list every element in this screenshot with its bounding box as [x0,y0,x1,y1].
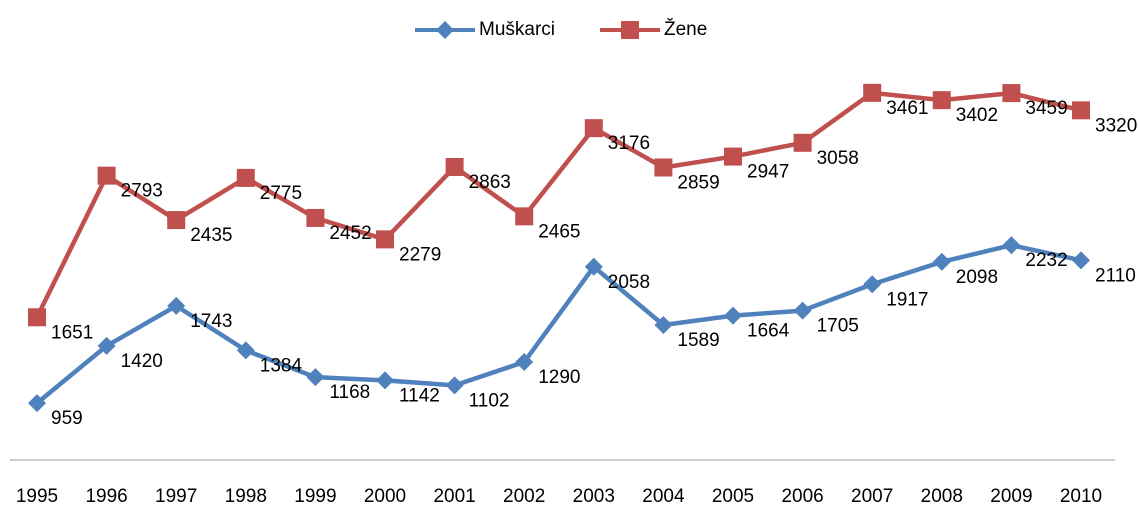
data-label: 2452 [329,223,371,244]
x-tick-label: 2005 [712,486,754,507]
data-label: 2775 [260,183,302,204]
data-label: 3402 [956,105,998,126]
x-tick-label: 1996 [85,486,127,507]
data-point [236,168,255,187]
data-point [167,296,186,315]
data-label: 1384 [260,355,303,376]
data-label: 1651 [51,322,93,343]
series-line [35,242,1082,405]
data-label: 1420 [121,351,163,372]
x-tick-label: 2009 [990,486,1032,507]
data-point [932,91,951,110]
data-label: 2435 [190,225,232,246]
data-point [515,207,534,226]
legend-marker [436,21,454,39]
data-label: 2279 [399,244,441,265]
x-tick-label: 2008 [921,486,963,507]
data-label: 2793 [121,181,163,202]
data-point [97,336,116,355]
data-point [793,301,812,320]
data-point [654,158,673,177]
x-tick-label: 2001 [433,486,475,507]
data-point [306,368,325,387]
legend-label: Žene [664,18,707,40]
data-point [1072,251,1090,270]
series-line [34,90,1082,319]
data-point [863,83,882,102]
data-point [445,376,464,395]
data-point [1002,84,1021,103]
data-label: 2058 [608,272,650,293]
data-point [167,211,186,230]
x-tick-label: 2004 [642,486,685,507]
x-tick-label: 2007 [851,486,893,507]
data-point [376,371,394,390]
x-tick-label: 1995 [16,486,58,507]
data-label: 959 [51,408,83,429]
x-tick-label: 1997 [155,486,197,507]
x-tick-label: 2000 [364,486,406,507]
legend-marker [621,21,639,39]
x-tick-label: 2010 [1060,486,1102,507]
data-label: 2947 [747,162,789,183]
data-label: 2863 [469,172,511,193]
legend-label: Muškarci [479,19,555,40]
data-point [236,341,255,360]
data-label: 2232 [1025,250,1067,271]
data-point [793,133,812,152]
data-point [932,252,951,271]
data-label: 1102 [469,390,510,411]
data-label: 3320 [1095,115,1137,136]
data-point [28,308,46,327]
x-tick-label: 2002 [503,486,545,507]
data-label: 1589 [677,330,719,351]
data-label: 1290 [538,367,580,388]
data-label: 3176 [608,133,650,154]
data-label: 1917 [886,289,928,310]
data-point [376,230,394,249]
x-tick-label: 1999 [294,486,336,507]
data-point [445,157,464,176]
data-label: 2110 [1095,265,1136,286]
x-tick-label: 1998 [225,486,267,507]
data-point [724,147,742,166]
data-label: 3461 [886,98,928,119]
data-point [724,306,742,325]
data-label: 1168 [329,382,370,403]
data-label: 2859 [677,172,719,193]
data-point [1002,236,1021,255]
data-label: 1664 [747,321,790,342]
data-label: 1743 [190,311,232,332]
data-point [1072,101,1090,120]
x-tick-label: 2003 [573,486,615,507]
data-label: 3058 [817,148,859,169]
data-point [515,353,534,372]
data-label: 3459 [1025,98,1067,119]
data-label: 2098 [956,267,998,288]
data-label: 2465 [538,221,580,242]
data-point [654,315,673,334]
data-point [584,257,603,276]
data-point [863,275,882,294]
data-label: 1705 [817,316,859,337]
data-point [584,119,603,138]
data-point [28,394,46,413]
x-tick-label: 2006 [781,486,823,507]
data-point [97,166,116,185]
data-point [306,208,325,227]
data-label: 1142 [399,385,440,406]
